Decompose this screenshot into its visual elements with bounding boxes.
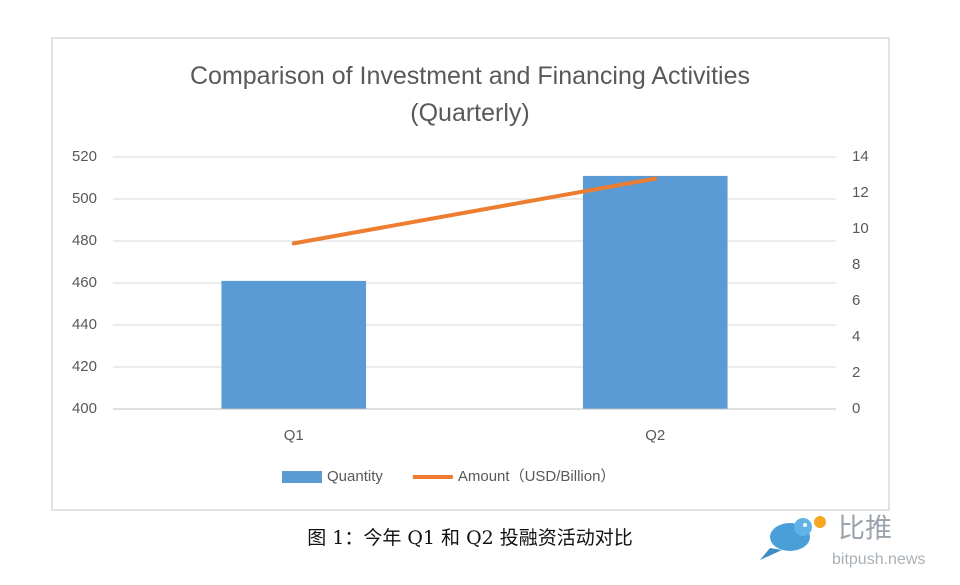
y2-tick-label: 0 (852, 400, 860, 417)
y2-tick-label: 4 (852, 328, 860, 345)
y-tick-label: 500 (72, 190, 97, 207)
y-tick-label: 520 (72, 148, 97, 165)
y2-tick-label: 6 (852, 292, 860, 309)
caption: 图 1：今年 Q1 和 Q2 投融资活动对比 (307, 527, 633, 549)
legend-label: Amount（USD/Billion） (458, 468, 616, 485)
y2-tick-label: 14 (852, 148, 869, 165)
y-tick-label: 400 (72, 400, 97, 417)
x-tick-label: Q2 (645, 427, 665, 444)
y-tick-label: 440 (72, 316, 97, 333)
y2-tick-label: 8 (852, 256, 860, 273)
bar (582, 175, 728, 409)
legend-swatch (282, 471, 322, 483)
legend-label: Quantity (327, 468, 383, 485)
watermark-url: bitpush.news (832, 551, 925, 568)
y2-tick-label: 12 (852, 184, 869, 201)
y-tick-label: 480 (72, 232, 97, 249)
bar (221, 280, 367, 409)
y-tick-label: 420 (72, 358, 97, 375)
y-tick-label: 460 (72, 274, 97, 291)
chart-title: Comparison of Investment and Financing A… (190, 62, 750, 127)
chart-frame (51, 37, 890, 511)
x-tick-label: Q1 (284, 427, 304, 444)
logo (760, 516, 826, 560)
y2-tick-label: 10 (852, 220, 869, 237)
y2-tick-label: 2 (852, 364, 860, 381)
watermark-logo-text: 比推 (838, 514, 892, 545)
line (291, 176, 658, 246)
